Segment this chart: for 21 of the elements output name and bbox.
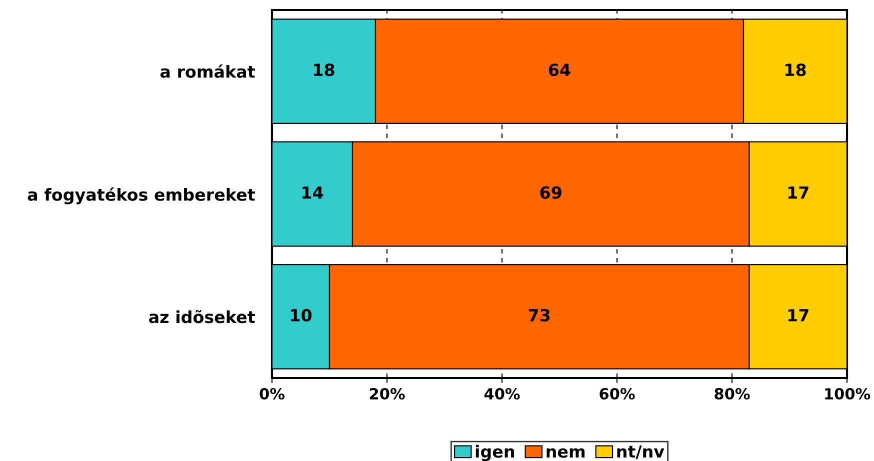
x-tick-label: 100% — [825, 388, 870, 400]
data-label: 10 — [291, 308, 312, 322]
data-label: 64 — [548, 64, 570, 76]
x-tick-label: 20% — [370, 388, 405, 400]
data-label: 18 — [314, 64, 334, 76]
y-tick-label: a romákat — [160, 64, 255, 78]
x-tick-label: 0% — [260, 388, 284, 400]
y-tick-label: az idõseket — [149, 310, 255, 324]
x-tick-label: 40% — [484, 388, 520, 400]
y-tick-label: a fogyatékos embereket — [28, 187, 255, 204]
data-label: 73 — [528, 308, 550, 322]
x-tick-label: 80% — [714, 388, 750, 400]
data-label: 14 — [302, 186, 324, 199]
data-label: 18 — [786, 64, 806, 76]
data-label: 17 — [788, 186, 808, 199]
legend-label: nt/nv — [617, 445, 664, 460]
legend-label: igen — [476, 444, 514, 461]
legend-label: nem — [546, 448, 585, 458]
x-tick-label: 60% — [600, 388, 635, 400]
data-label: 17 — [788, 309, 808, 322]
data-label: 69 — [540, 186, 562, 199]
